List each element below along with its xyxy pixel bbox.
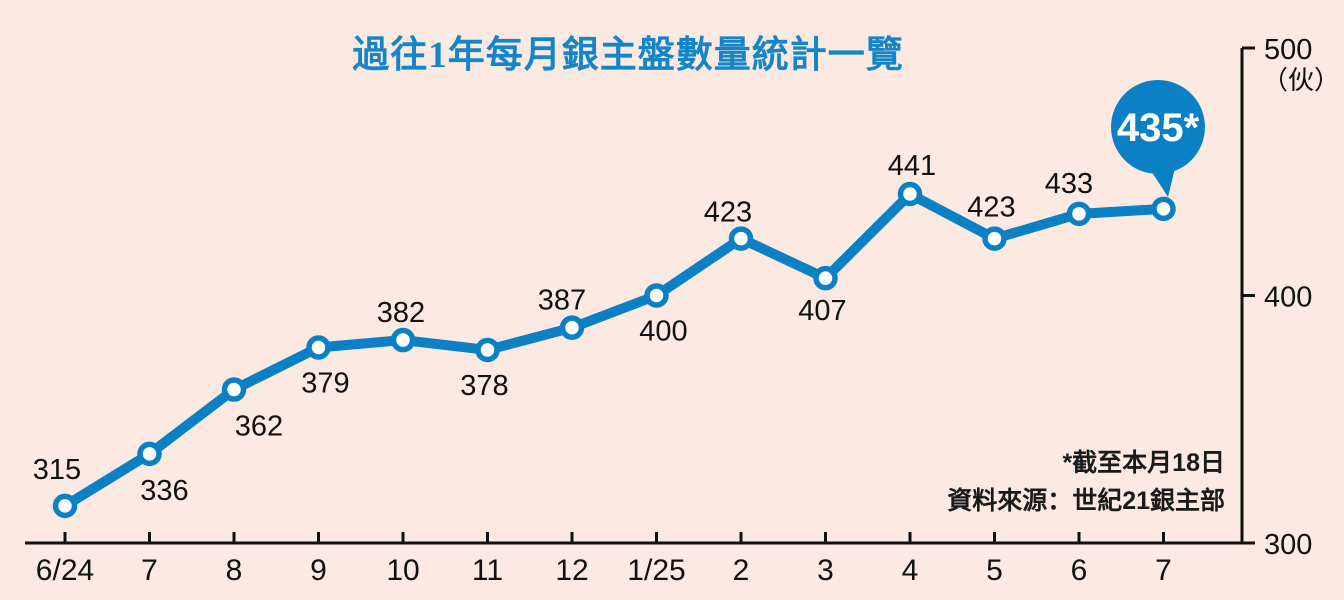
x-axis-tick-label: 12 bbox=[555, 554, 588, 587]
data-point-marker bbox=[1151, 196, 1176, 222]
data-point-marker bbox=[221, 377, 247, 402]
data-point-marker bbox=[897, 181, 923, 207]
data-point-marker bbox=[306, 335, 331, 360]
x-axis-tick-label: 7 bbox=[141, 554, 158, 587]
source-notes: *截至本月18日 資料來源：世紀21銀主部 bbox=[947, 444, 1225, 520]
x-axis-tick-label: 1/25 bbox=[627, 554, 685, 587]
x-axis-tick-label: 7 bbox=[1155, 554, 1172, 587]
y-axis-tick-label: 400 bbox=[1264, 282, 1312, 314]
x-axis-tick-label: 8 bbox=[226, 554, 243, 587]
data-point-marker bbox=[1066, 201, 1092, 227]
data-point-label: 379 bbox=[301, 367, 349, 399]
x-axis-tick-label: 3 bbox=[817, 554, 834, 587]
data-point-label: 423 bbox=[967, 192, 1015, 224]
data-point-label: 315 bbox=[33, 454, 81, 486]
x-axis-tick-label: 11 bbox=[472, 554, 503, 587]
y-axis-tick-label: 500 bbox=[1264, 34, 1312, 66]
x-axis-tick-label: 6 bbox=[1071, 554, 1088, 587]
y-axis-tick-label: 300 bbox=[1264, 529, 1312, 561]
data-point-label: 378 bbox=[460, 370, 508, 402]
note-source: 資料來源：世紀21銀主部 bbox=[947, 487, 1225, 515]
data-point-label: 423 bbox=[704, 197, 752, 229]
callout-value-label: 435* bbox=[1117, 106, 1200, 150]
data-point-marker bbox=[52, 493, 78, 519]
data-point-marker bbox=[728, 226, 754, 251]
data-point-marker bbox=[137, 441, 162, 467]
callout-bubble bbox=[1111, 80, 1205, 174]
data-point-label: 400 bbox=[639, 316, 687, 348]
data-point-label: 407 bbox=[798, 295, 846, 327]
x-axis-tick-label: 4 bbox=[902, 554, 919, 587]
chart-title: 過往1年每月銀主盤數量統計一覽 bbox=[352, 35, 904, 76]
data-point-marker bbox=[475, 337, 500, 363]
data-point-marker bbox=[644, 283, 669, 308]
x-axis-tick-label: 9 bbox=[310, 554, 327, 587]
data-point-label: 362 bbox=[235, 411, 283, 443]
data-point-label: 382 bbox=[377, 297, 425, 329]
data-point-label: 387 bbox=[538, 285, 586, 317]
data-point-label: 441 bbox=[888, 150, 936, 182]
x-axis-tick-label: 2 bbox=[733, 554, 750, 587]
data-point-label: 336 bbox=[140, 475, 188, 507]
x-axis-tick-label: 5 bbox=[986, 554, 1003, 587]
data-point-marker bbox=[813, 265, 838, 291]
x-axis-tick-label: 10 bbox=[386, 554, 419, 587]
data-line bbox=[60, 189, 1169, 511]
data-point-marker bbox=[982, 226, 1007, 251]
y-axis-unit-label: （伙） bbox=[1262, 65, 1340, 95]
data-point-marker bbox=[559, 315, 585, 340]
data-point-label: 433 bbox=[1045, 168, 1093, 200]
x-axis-tick-label: 6/24 bbox=[36, 554, 94, 587]
data-point-marker bbox=[390, 327, 416, 353]
note-asof: *截至本月18日 bbox=[1062, 449, 1225, 477]
